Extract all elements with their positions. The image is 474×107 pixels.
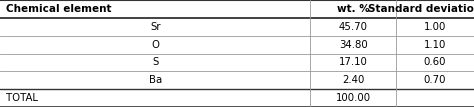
Text: wt. %: wt. % (337, 4, 370, 14)
Text: 100.00: 100.00 (336, 93, 371, 103)
Text: Standard deviation (σ): Standard deviation (σ) (368, 4, 474, 14)
Text: Ba: Ba (149, 75, 162, 85)
Text: 2.40: 2.40 (342, 75, 365, 85)
Text: Chemical element: Chemical element (6, 4, 111, 14)
Text: 1.10: 1.10 (424, 40, 446, 50)
Text: O: O (151, 40, 159, 50)
Text: 45.70: 45.70 (338, 22, 368, 32)
Text: 0.70: 0.70 (424, 75, 446, 85)
Text: Sr: Sr (150, 22, 161, 32)
Text: TOTAL: TOTAL (6, 93, 38, 103)
Text: S: S (152, 57, 158, 67)
Text: 1.00: 1.00 (424, 22, 446, 32)
Text: 17.10: 17.10 (339, 57, 367, 67)
Text: 0.60: 0.60 (424, 57, 446, 67)
Text: 34.80: 34.80 (339, 40, 367, 50)
